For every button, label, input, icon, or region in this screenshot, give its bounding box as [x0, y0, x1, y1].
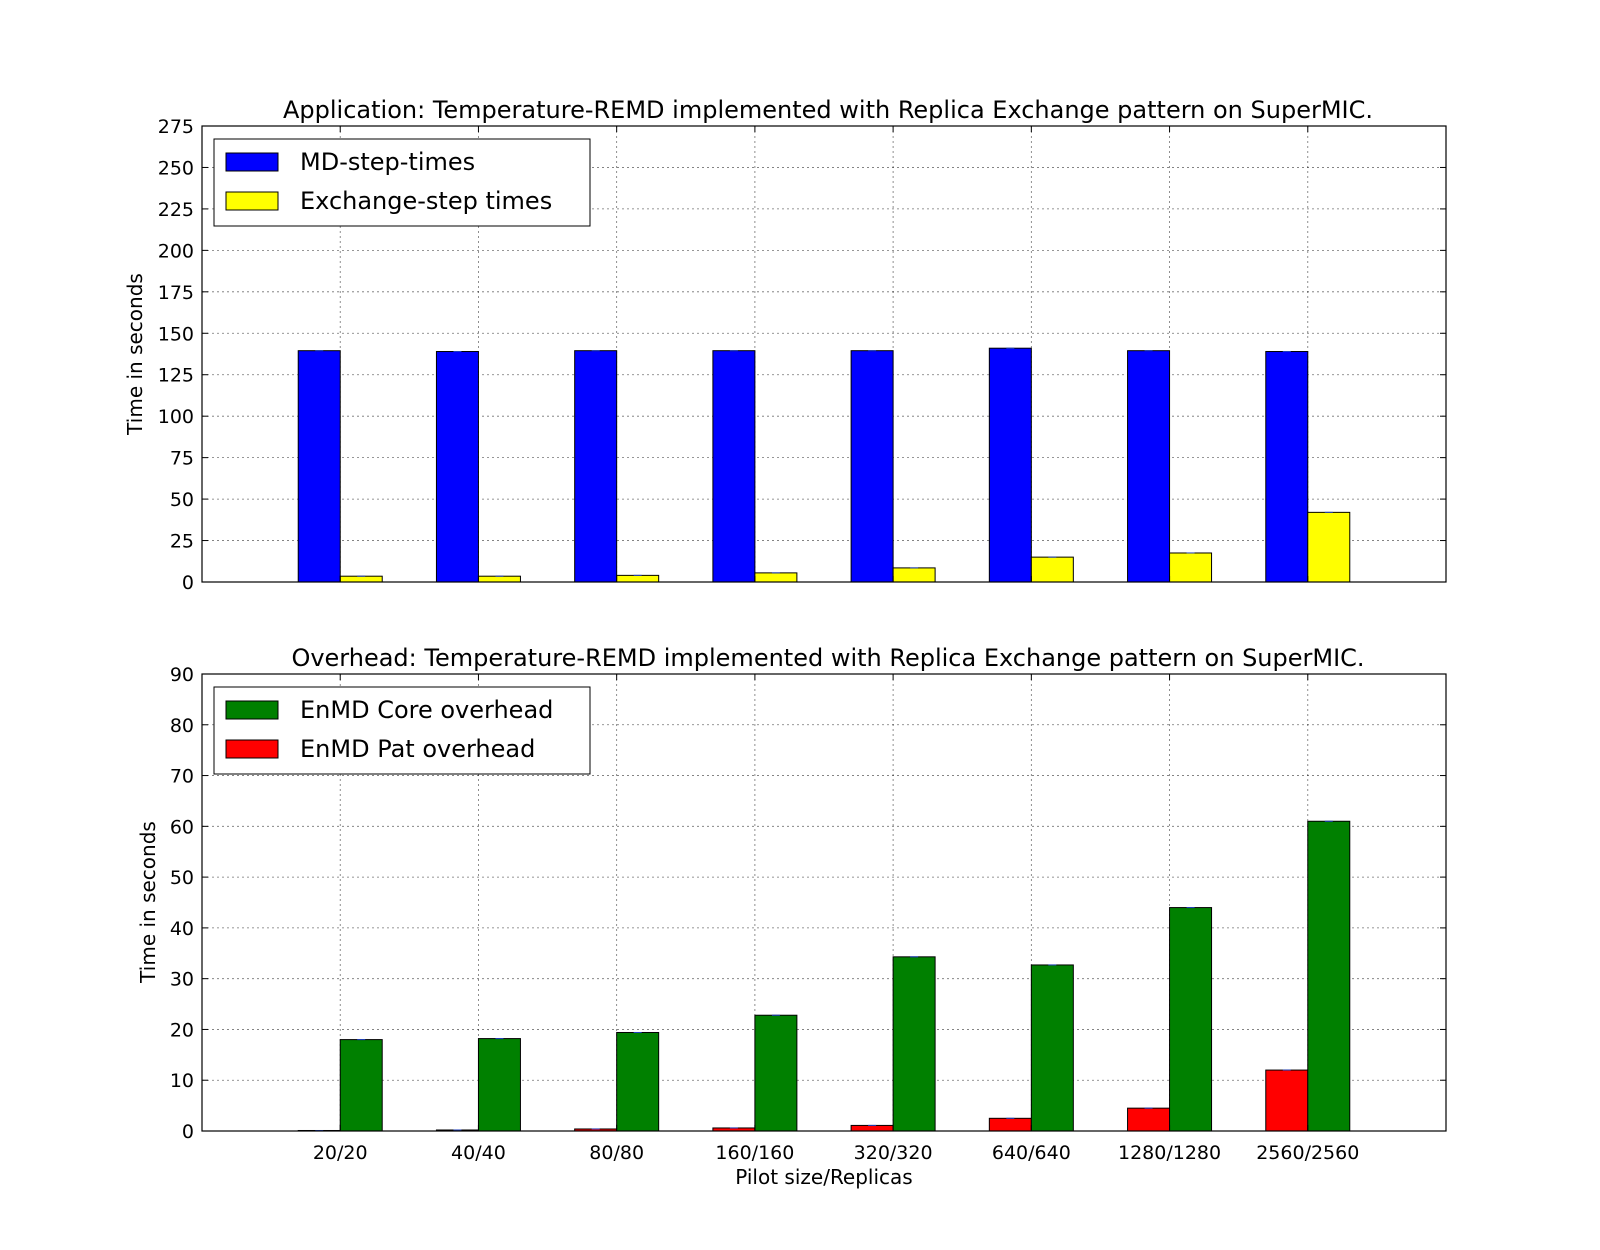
- y-tick-label: 125: [158, 365, 194, 387]
- x-tick-label: 80/80: [589, 1142, 644, 1164]
- plot-frame: [201, 673, 1447, 1132]
- y-tick-label: 60: [170, 816, 194, 838]
- legend-entry: MD-step-times: [300, 148, 475, 176]
- x-tick-label: 640/640: [992, 1142, 1071, 1164]
- bar: [477, 575, 521, 583]
- overhead-chart: Overhead: Temperature-REMD implemented w…: [136, 644, 1447, 1189]
- bar: [850, 1124, 894, 1132]
- bar: [892, 567, 936, 583]
- y-tick-label: 275: [158, 116, 194, 138]
- bar: [574, 350, 618, 583]
- legend-swatch: [225, 152, 279, 172]
- chart-title: Overhead: Temperature-REMD implemented w…: [291, 644, 1364, 672]
- bar: [712, 350, 756, 583]
- y-tick-label: 0: [182, 1121, 194, 1143]
- bar: [339, 1039, 383, 1132]
- y-tick-label: 175: [158, 282, 194, 304]
- bar: [892, 956, 936, 1132]
- x-axis-label: Pilot size/Replicas: [735, 1165, 912, 1189]
- bar: [1307, 820, 1351, 1132]
- bar: [435, 351, 479, 583]
- bar: [477, 1038, 521, 1132]
- bar: [616, 574, 660, 583]
- legend: EnMD Core overhead EnMD Pat overhead: [213, 686, 591, 775]
- x-tick-label: 320/320: [854, 1142, 933, 1164]
- bar: [297, 350, 341, 583]
- y-tick-label: 100: [158, 406, 194, 428]
- bar: [339, 575, 383, 583]
- plot-frame: [201, 125, 1447, 583]
- y-tick-label: 50: [170, 867, 194, 889]
- bar: [988, 1117, 1032, 1132]
- x-tick-label: 2560/2560: [1256, 1142, 1359, 1164]
- x-tick-label: 20/20: [313, 1142, 368, 1164]
- bar: [754, 572, 798, 583]
- y-tick-label: 25: [170, 531, 194, 553]
- y-tick-label: 150: [158, 323, 194, 345]
- y-tick-label: 70: [170, 766, 194, 788]
- bar: [850, 350, 894, 583]
- y-tick-label: 30: [170, 969, 194, 991]
- bar: [754, 1014, 798, 1132]
- x-tick-label: 40/40: [451, 1142, 506, 1164]
- x-tick-label: 160/160: [715, 1142, 794, 1164]
- y-tick-label: 90: [170, 664, 194, 686]
- bar: [1169, 552, 1213, 583]
- bar: [1127, 1107, 1171, 1132]
- bar: [1169, 907, 1213, 1132]
- bar: [1127, 350, 1171, 583]
- y-axis-label: Time in seconds: [123, 273, 147, 436]
- bar: [1030, 556, 1074, 583]
- legend-swatch: [225, 700, 279, 720]
- legend-entry: Exchange-step times: [300, 187, 552, 215]
- legend-entry: EnMD Pat overhead: [300, 735, 535, 763]
- bar: [1265, 351, 1309, 583]
- y-tick-label: 0: [182, 572, 194, 594]
- y-tick-label: 20: [170, 1019, 194, 1041]
- legend: MD-step-times Exchange-step times: [213, 138, 591, 227]
- y-tick-label: 75: [170, 448, 194, 470]
- application-chart: Application: Temperature-REMD implemente…: [123, 96, 1447, 594]
- y-tick-label: 40: [170, 918, 194, 940]
- y-tick-label: 50: [170, 489, 194, 511]
- legend-entry: EnMD Core overhead: [300, 696, 553, 724]
- legend-swatch: [225, 191, 279, 211]
- bar: [616, 1031, 660, 1132]
- chart-title: Application: Temperature-REMD implemente…: [283, 96, 1373, 124]
- bar: [1307, 511, 1351, 583]
- y-tick-label: 250: [158, 157, 194, 179]
- y-tick-label: 200: [158, 240, 194, 262]
- y-axis-label: Time in seconds: [136, 821, 160, 984]
- y-tick-label: 10: [170, 1070, 194, 1092]
- bar: [1030, 964, 1074, 1132]
- x-tick-label: 1280/1280: [1118, 1142, 1221, 1164]
- bar: [988, 347, 1032, 583]
- bar: [1265, 1069, 1309, 1132]
- y-tick-label: 80: [170, 715, 194, 737]
- y-tick-label: 225: [158, 199, 194, 221]
- legend-swatch: [225, 739, 279, 759]
